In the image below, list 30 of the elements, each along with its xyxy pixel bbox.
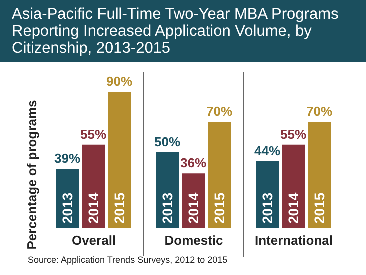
data-label: 90% [106,74,133,89]
text: 2015 [312,192,328,224]
bar [108,92,131,228]
text: 2014 [186,192,202,224]
x-tick-label: Domestic [164,233,224,248]
y-axis-title: Percentage of programs [24,100,40,250]
x-tick-label: Overall [72,233,116,248]
chart-title: Asia-Pacific Full-Time Two-Year MBA Programs Reporting Increased Application Volume, by Citizenship, 2013-2015 [0,0,366,62]
bar [82,144,105,228]
data-label: 70% [206,104,233,120]
data-label: 39% [54,151,81,166]
data-label: 44% [254,144,281,159]
data-label: 55% [280,126,307,142]
series-label: 2015 [112,192,128,224]
bar [308,122,331,228]
data-label: 36% [180,156,207,171]
text: 2013 [260,192,276,224]
data-label: 55% [80,126,107,142]
x-tick-label: International [254,233,334,248]
text: 2015 [212,192,228,224]
series-label: 2014 [86,192,102,224]
source-note: Source: Application Trends Surveys, 2012 to 2015 [28,255,228,265]
text: 2013 [160,192,176,224]
text: 2014 [286,192,302,224]
data-label: 70% [306,104,333,120]
bar [208,122,231,228]
series-label: 2013 [60,192,76,224]
bar [282,144,305,228]
bar [156,152,179,228]
data-label: 50% [154,134,181,150]
